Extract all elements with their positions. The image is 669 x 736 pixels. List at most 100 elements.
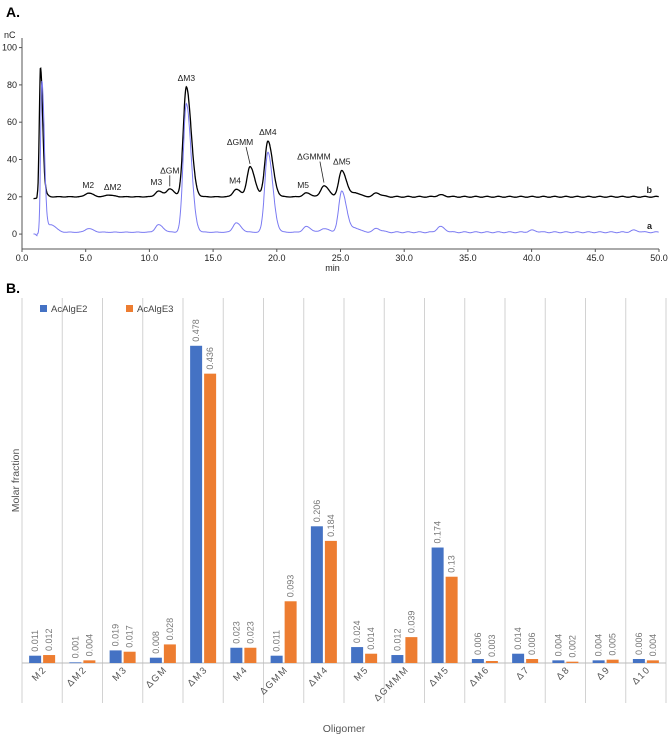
y-tick-label: 60 — [7, 117, 17, 127]
chromatogram-chart: nC min 0 20 40 60 80 100 0.0 5.0 10.0 15.0 20.0 25.0 3… — [2, 30, 668, 273]
x-axis-title: Oligomer — [323, 723, 366, 735]
bar-AcAlgE2 — [351, 647, 364, 663]
peak-pointer-line — [245, 146, 251, 165]
bar-AcAlgE3 — [526, 659, 539, 663]
peak-label: ΔM3 — [178, 73, 196, 83]
data-label: 0.003 — [487, 634, 497, 657]
bar-AcAlgE2 — [230, 647, 243, 663]
data-label: 0.006 — [634, 632, 644, 655]
peak-label: M2 — [82, 180, 94, 190]
data-label: 0.478 — [191, 319, 201, 342]
category-label: ΔM4 — [306, 664, 331, 689]
trace-label-a: a — [647, 221, 653, 231]
bar-AcAlgE2 — [552, 660, 565, 663]
trace-label-b: b — [647, 185, 653, 195]
peak-label: M4 — [229, 175, 241, 185]
data-label: 0.017 — [125, 625, 135, 648]
peak-label: ΔM5 — [333, 157, 351, 167]
data-label: 0.001 — [70, 636, 80, 659]
bar-AcAlgE3 — [365, 653, 378, 663]
data-label: 0.006 — [473, 632, 483, 655]
category-label: M3 — [111, 664, 130, 683]
data-label: 0.436 — [205, 347, 215, 370]
bar-AcAlgE2 — [632, 659, 645, 663]
bar-AcAlgE2 — [270, 655, 283, 663]
data-label: 0.014 — [366, 627, 376, 650]
bar-AcAlgE2 — [391, 655, 404, 663]
y-tick-label: 0 — [12, 229, 17, 239]
bar-AcAlgE3 — [566, 661, 579, 663]
bar-AcAlgE2 — [471, 659, 484, 663]
y-axis-title: nC — [4, 30, 16, 40]
x-tick-label: 0.0 — [16, 253, 29, 263]
data-label: 0.005 — [608, 633, 618, 656]
bar-AcAlgE3 — [204, 373, 217, 663]
bar-AcAlgE2 — [190, 345, 203, 663]
peak-label: ΔGMM — [227, 137, 253, 147]
data-label: 0.024 — [352, 621, 362, 644]
data-label: 0.012 — [392, 629, 402, 652]
panel-b-label: B. — [6, 280, 20, 296]
x-tick-label: 5.0 — [79, 253, 92, 263]
x-tick-label: 25.0 — [332, 253, 350, 263]
bar-AcAlgE3 — [606, 659, 619, 663]
x-tick-label: 10.0 — [141, 253, 159, 263]
legend-label: AcAlgE2 — [51, 304, 87, 315]
bar-AcAlgE3 — [83, 660, 96, 663]
bar-AcAlgE3 — [244, 647, 257, 663]
bar-AcAlgE2 — [109, 650, 122, 663]
x-tick-label: 50.0 — [650, 253, 668, 263]
bar-AcAlgE3 — [485, 661, 498, 663]
category-label: M4 — [231, 664, 250, 683]
data-label: 0.011 — [272, 630, 282, 652]
category-label: M5 — [352, 664, 371, 683]
bar-AcAlgE3 — [43, 655, 56, 663]
x-axis-title: min — [325, 263, 340, 273]
bar-AcAlgE3 — [163, 644, 176, 663]
data-label: 0.174 — [433, 521, 443, 544]
category-label: ΔM5 — [427, 664, 452, 689]
category-label: ΔGMM — [258, 664, 291, 697]
y-tick-label: 20 — [7, 192, 17, 202]
category-label: ΔM2 — [65, 664, 90, 689]
bar-AcAlgE2 — [512, 653, 525, 663]
molar-fraction-bar-chart: AcAlgE2 AcAlgE3 Molar fraction Oligomer 0.01… — [10, 298, 667, 735]
category-label: M2 — [30, 664, 49, 683]
y-tick-label: 40 — [7, 154, 17, 164]
data-label: 0.004 — [553, 634, 563, 657]
bar-AcAlgE3 — [324, 540, 337, 663]
bar-AcAlgE2 — [592, 660, 605, 663]
data-label: 0.039 — [406, 611, 416, 634]
bar-AcAlgE3 — [445, 576, 458, 663]
y-axis-title: Molar fraction — [10, 449, 22, 513]
data-label: 0.13 — [447, 555, 457, 573]
data-label: 0.006 — [527, 632, 537, 655]
bar-AcAlgE2 — [69, 662, 82, 664]
x-tick-label: 30.0 — [395, 253, 413, 263]
data-label: 0.093 — [286, 575, 296, 598]
trace-a — [33, 80, 659, 237]
category-label: Δ8 — [554, 664, 572, 682]
trace-b — [33, 67, 659, 200]
category-label: ΔM3 — [185, 664, 210, 689]
x-tick-label: 15.0 — [204, 253, 222, 263]
data-label: 0.206 — [312, 500, 322, 523]
y-tick-label: 80 — [7, 80, 17, 90]
y-tick-label: 100 — [2, 43, 17, 53]
x-tick-label: 40.0 — [523, 253, 541, 263]
x-tick-label: 35.0 — [459, 253, 477, 263]
x-tick-label: 45.0 — [587, 253, 605, 263]
bar-AcAlgE3 — [123, 651, 136, 663]
legend-swatch-AcAlgE2 — [40, 305, 47, 312]
peak-label: M5 — [297, 180, 309, 190]
data-label: 0.004 — [594, 634, 604, 657]
data-label: 0.014 — [513, 627, 523, 650]
peak-label: ΔGMMM — [297, 152, 331, 162]
category-label: Δ7 — [514, 664, 532, 682]
peak-pointer-line — [319, 161, 325, 183]
category-label: ΔGM — [144, 664, 170, 690]
category-label: ΔGMMM — [372, 664, 412, 704]
bar-AcAlgE2 — [431, 547, 444, 663]
bar-AcAlgE2 — [29, 655, 42, 663]
data-label: 0.019 — [111, 624, 121, 647]
